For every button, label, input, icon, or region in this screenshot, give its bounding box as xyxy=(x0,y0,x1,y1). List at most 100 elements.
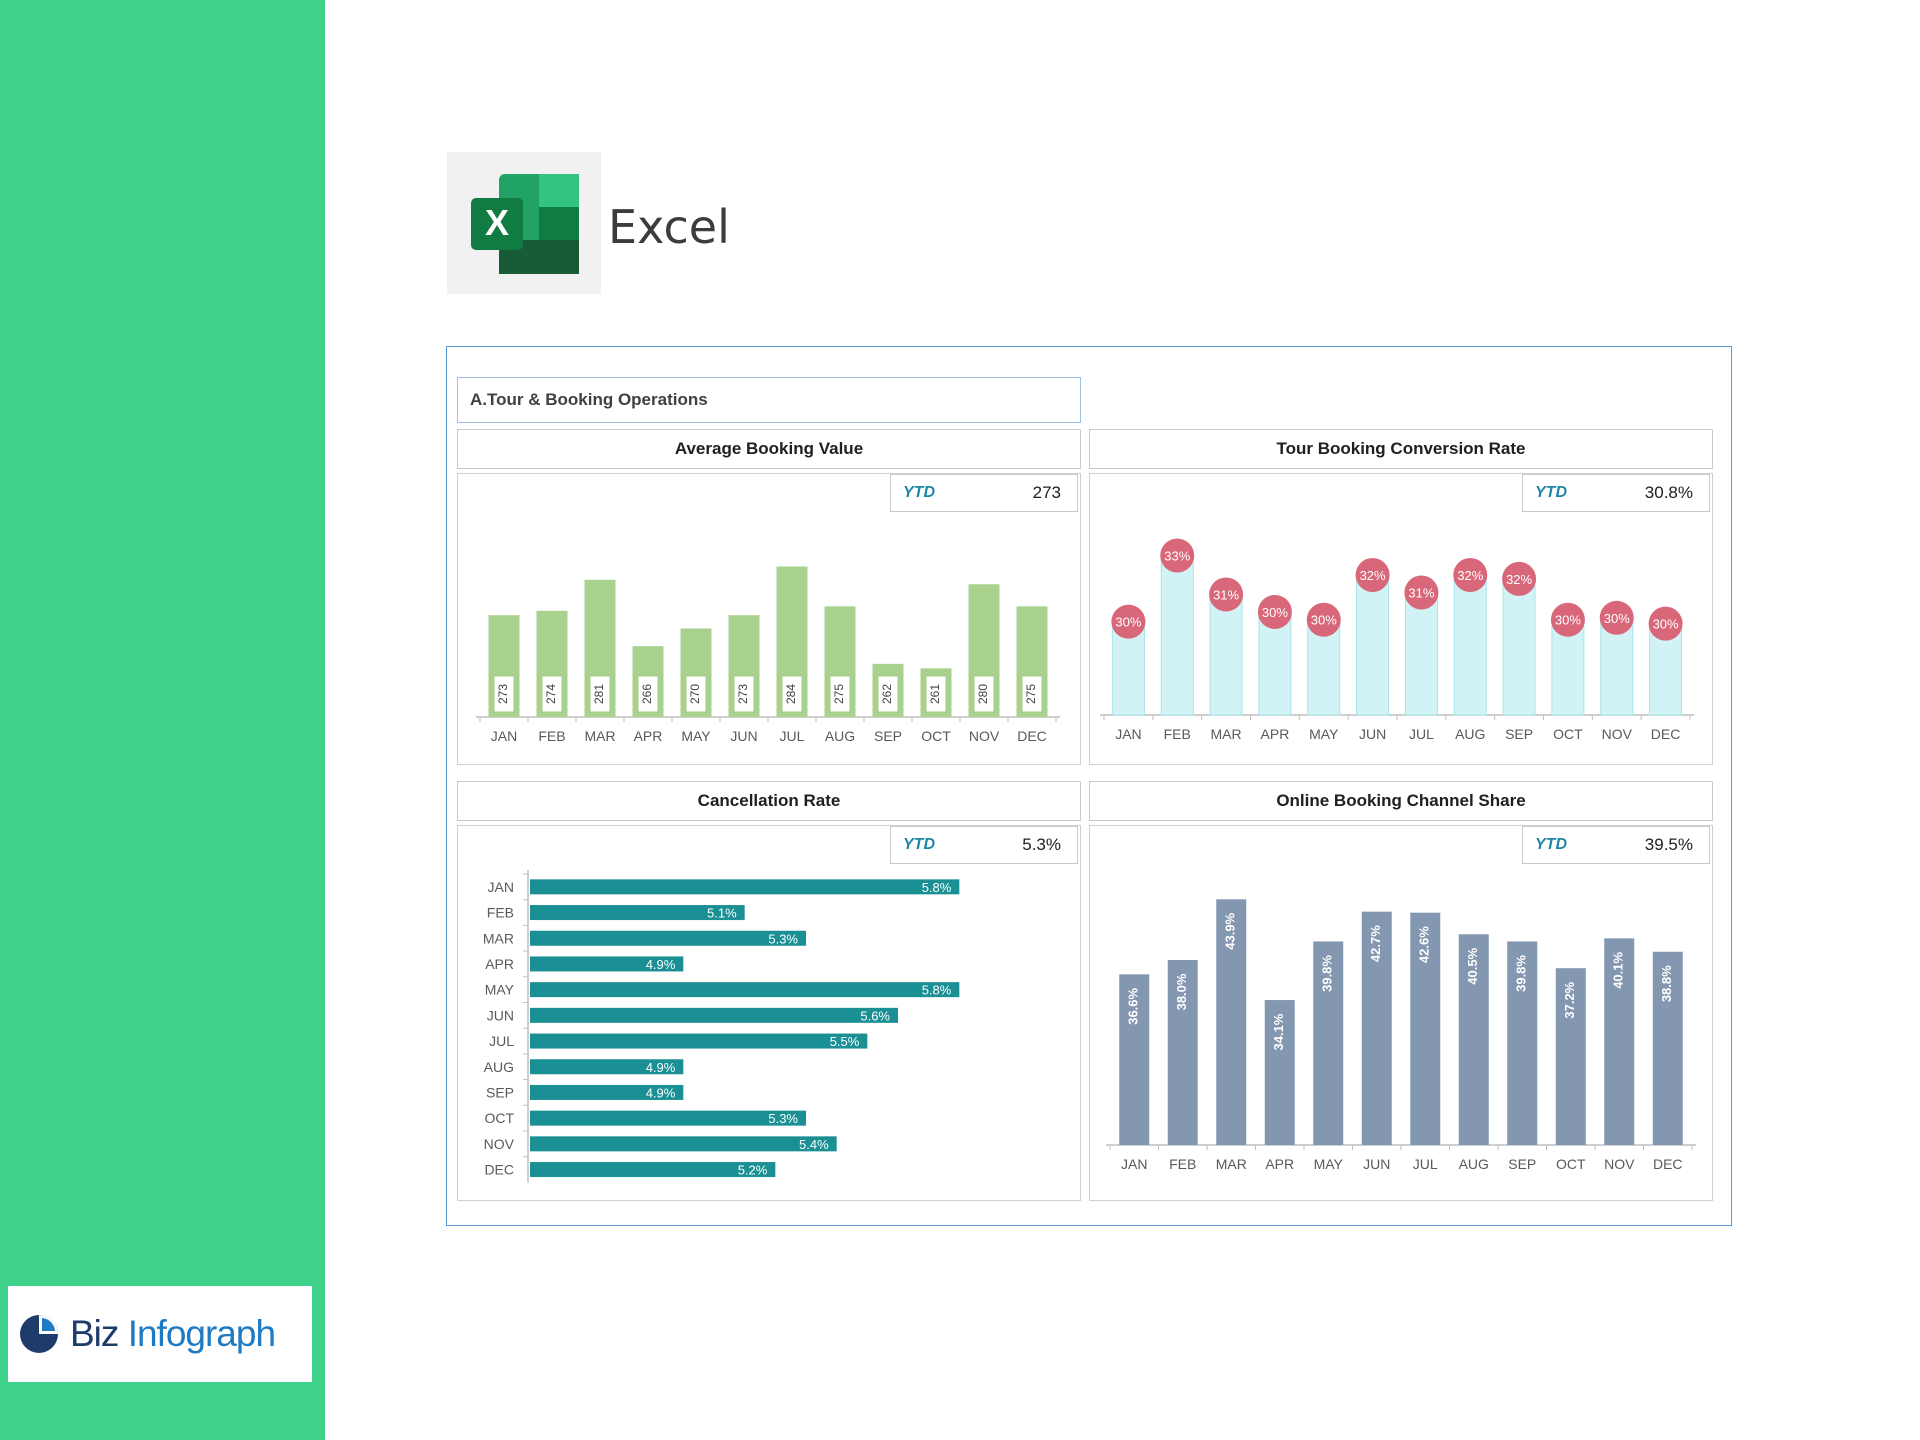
bar-may xyxy=(1313,941,1344,1145)
online-share-ytd-box: YTD 39.5% xyxy=(1522,826,1710,864)
x-tick-label: JUL xyxy=(1413,1156,1438,1172)
data-label: 38.8% xyxy=(1659,965,1674,1002)
ytd-label: YTD xyxy=(903,484,935,501)
x-tick-label: DEC xyxy=(1653,1156,1683,1172)
online-share-panel: YTD 39.5% JAN 36.6% FEB 38.0% MAR 43.9% APR 34.… xyxy=(1089,825,1713,1201)
data-label-box xyxy=(589,675,611,713)
y-tick-label: NOV xyxy=(484,1136,515,1152)
excel-logo: X xyxy=(447,152,601,294)
bar-jan xyxy=(1119,974,1150,1145)
avg-booking-ytd-box: YTD 273 xyxy=(890,474,1078,512)
bar-may xyxy=(530,982,960,998)
x-tick-label: FEB xyxy=(1169,1156,1196,1172)
y-tick-label: AUG xyxy=(484,1059,514,1075)
bar-jul xyxy=(1410,912,1441,1145)
data-label: 38.0% xyxy=(1174,973,1189,1010)
data-label: 5.3% xyxy=(768,1111,798,1126)
data-label-bubble xyxy=(1502,561,1537,596)
pie-logo-icon xyxy=(20,1315,58,1353)
sidebar: Biz Infograph xyxy=(0,0,325,1440)
online-share-chart: JAN 36.6% FEB 38.0% MAR 43.9% APR 34.1% MAY 39.8%… xyxy=(1106,899,1696,1172)
y-tick-label: JUN xyxy=(487,1007,514,1023)
x-tick-label: NOV xyxy=(1604,1156,1635,1172)
data-label: 5.5% xyxy=(830,1034,860,1049)
data-label: 42.7% xyxy=(1368,925,1383,962)
x-tick-label: APR xyxy=(1261,726,1290,742)
brand-infograph: Infograph xyxy=(127,1313,276,1354)
data-label: 30% xyxy=(1115,615,1141,630)
x-tick-label: SEP xyxy=(874,728,902,744)
data-label: 5.6% xyxy=(860,1008,890,1023)
bar-oct xyxy=(1555,968,1586,1145)
data-label: 5.8% xyxy=(922,880,952,895)
y-tick-label: APR xyxy=(485,956,514,972)
x-tick-label: SEP xyxy=(1505,726,1533,742)
bar-dec xyxy=(1652,951,1683,1145)
x-tick-label: JUL xyxy=(780,728,805,744)
x-tick-label: OCT xyxy=(1553,726,1583,742)
data-label: 281 xyxy=(592,684,606,704)
online-share-ytd-value: 39.5% xyxy=(1644,835,1693,854)
x-tick-label: DEC xyxy=(1651,726,1681,742)
bar-jul xyxy=(1404,592,1438,716)
x-tick-label: APR xyxy=(634,728,663,744)
data-label: 273 xyxy=(736,684,750,704)
data-label: 34.1% xyxy=(1271,1013,1286,1050)
ytd-label: YTD xyxy=(903,836,935,853)
data-label: 273 xyxy=(496,684,510,704)
y-tick-label: MAR xyxy=(483,930,514,946)
data-label-bubble xyxy=(1550,602,1585,637)
bar-dec xyxy=(530,1162,776,1178)
data-label: 5.3% xyxy=(768,931,798,946)
data-label-box xyxy=(733,675,755,713)
data-label-bubble xyxy=(1648,606,1683,641)
bar-mar xyxy=(1209,593,1243,716)
data-label: 32% xyxy=(1457,568,1483,583)
x-tick-label: NOV xyxy=(1602,726,1633,742)
data-label-box xyxy=(1021,675,1043,713)
bar-jun xyxy=(1356,574,1390,716)
bar-aug xyxy=(1458,934,1489,1145)
bar-jun xyxy=(530,1007,898,1023)
bar-feb xyxy=(1167,959,1198,1145)
x-tick-label: MAY xyxy=(1309,726,1339,742)
bar-apr xyxy=(1264,1000,1295,1145)
bar-nov xyxy=(530,1136,837,1152)
x-tick-label: APR xyxy=(1265,1156,1294,1172)
data-label: 275 xyxy=(1024,684,1038,704)
data-label-box xyxy=(493,675,515,713)
x-tick-label: OCT xyxy=(921,728,951,744)
bar-apr xyxy=(1258,611,1292,716)
cancellation-ytd-box: YTD 5.3% xyxy=(890,826,1078,864)
data-label: 262 xyxy=(880,684,894,704)
ytd-label: YTD xyxy=(1535,484,1567,501)
bar-apr xyxy=(530,956,684,972)
bar-nov xyxy=(1604,938,1635,1145)
data-label: 266 xyxy=(640,684,654,704)
data-label: 40.1% xyxy=(1611,952,1626,989)
data-label: 37.2% xyxy=(1562,981,1577,1018)
y-tick-label: JUL xyxy=(489,1033,514,1049)
data-label: 39.8% xyxy=(1514,955,1529,992)
section-title: A.Tour & Booking Operations xyxy=(457,377,1081,423)
data-label-box xyxy=(685,675,707,713)
data-label: 30% xyxy=(1262,605,1288,620)
data-label-bubble xyxy=(1160,538,1195,573)
dashboard: A.Tour & Booking Operations Average Book… xyxy=(446,346,1732,1226)
x-tick-label: MAR xyxy=(1216,1156,1247,1172)
y-tick-label: JAN xyxy=(488,879,514,895)
ytd-label: YTD xyxy=(1535,836,1567,853)
data-label-bubble xyxy=(1404,575,1439,610)
data-label: 280 xyxy=(976,684,990,704)
data-label-bubble xyxy=(1355,558,1390,592)
bar-jul xyxy=(530,1033,868,1049)
conversion-panel: YTD 30.8% JAN 30% FEB 33% MAR 31% APR 30% MAY 30%… xyxy=(1089,473,1713,765)
bar-aug xyxy=(1453,574,1487,716)
x-tick-label: FEB xyxy=(538,728,565,744)
data-label-bubble xyxy=(1599,600,1634,635)
bar-sep xyxy=(530,1084,684,1100)
bar-mar xyxy=(530,930,806,946)
bar-feb xyxy=(1160,555,1194,716)
data-label: 4.9% xyxy=(646,1085,676,1100)
x-tick-label: FEB xyxy=(1164,726,1191,742)
